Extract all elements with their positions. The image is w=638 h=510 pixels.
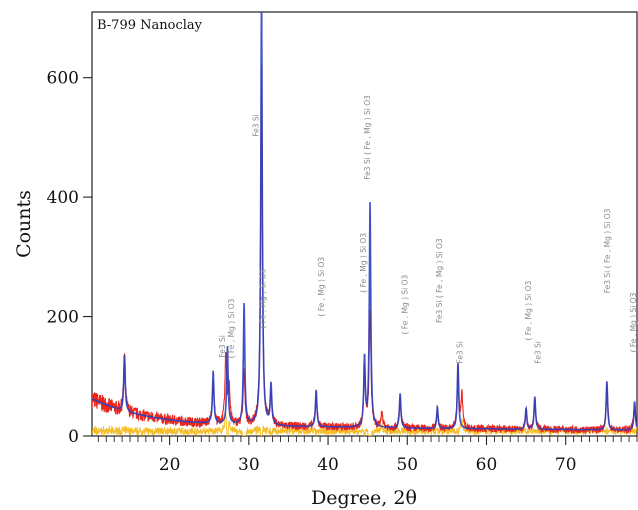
x-tick-label: 50 bbox=[396, 455, 418, 475]
y-tick-label: 600 bbox=[47, 69, 79, 89]
x-tick-label: 70 bbox=[555, 455, 577, 475]
peak-label: ( Fe , Mg ) Si O3 bbox=[317, 257, 326, 317]
peak-label: Fe3 Si ( Fe , Mg ) Si O3 bbox=[435, 238, 444, 323]
peak-label: Fe3 Si bbox=[456, 341, 465, 364]
peak-label: ( Fe , Mg ) Si O3 bbox=[629, 292, 638, 352]
peak-label: Fe3 Si ( Fe , Mg ) Si O3 bbox=[603, 208, 612, 293]
peak-label: Fe3 Si bbox=[251, 114, 260, 137]
calculated-curve bbox=[92, 12, 637, 431]
calculated-layer bbox=[92, 12, 637, 431]
x-tick-label: 40 bbox=[317, 455, 339, 475]
peak-label: Fe3 Si ( Fe , Mg ) Si O3 bbox=[363, 95, 372, 180]
peak-label: Fe3 Si bbox=[218, 335, 227, 358]
x-axis-title: Degree, 2θ bbox=[311, 487, 417, 509]
peak-label: ( Fe , Mg ) Si O3 bbox=[400, 274, 409, 334]
peak-label: ( Fe , Mg ) Si O3 bbox=[359, 233, 368, 293]
peak-label: ( Fe , Mg ) Si O3 bbox=[259, 268, 268, 328]
x-axis: 20 30 40 50 60 70 bbox=[97, 436, 638, 475]
y-tick-label: 0 bbox=[68, 427, 79, 447]
y-tick-label: 200 bbox=[47, 308, 79, 328]
x-tick-label: 30 bbox=[238, 455, 260, 475]
x-tick-label: 20 bbox=[159, 455, 181, 475]
peak-label: ( Fe , Mg ) Si O3 bbox=[524, 280, 533, 340]
y-axis: 0 200 400 600 bbox=[47, 69, 92, 447]
peak-label: ( Fe , Mg ) Si O3 bbox=[227, 298, 236, 358]
y-axis-title: Counts bbox=[13, 190, 35, 258]
peak-label: Fe3 Si bbox=[533, 341, 542, 364]
y-tick-label: 400 bbox=[47, 188, 79, 208]
sample-label: B-799 Nanoclay bbox=[97, 18, 203, 33]
x-tick-label: 60 bbox=[476, 455, 498, 475]
